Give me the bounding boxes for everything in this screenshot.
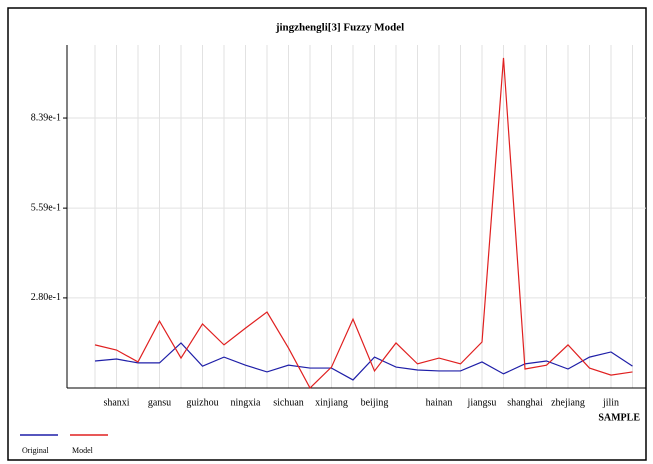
x-tick-label: sichuan: [273, 397, 304, 408]
x-tick-label: shanghai: [507, 397, 543, 408]
series-line: [94, 342, 633, 381]
x-tick-label: xinjiang: [315, 397, 348, 408]
x-tick-label: jiangsu: [467, 397, 497, 408]
chart-title: jingzhengli[3] Fuzzy Model: [275, 22, 404, 34]
y-tick-label: 5.59e-1: [31, 202, 61, 213]
x-tick-label: hainan: [426, 397, 453, 408]
series-line: [94, 57, 633, 389]
y-tick-label: 8.39e-1: [31, 112, 61, 123]
y-tick-label: 2.80e-1: [31, 292, 61, 303]
legend-label: Model: [72, 446, 94, 455]
x-tick-label: beijing: [361, 397, 389, 408]
x-tick-label: jilin: [602, 397, 619, 408]
x-tick-label: gansu: [148, 397, 171, 408]
x-axis-label: SAMPLE: [598, 412, 640, 423]
legend-label: Original: [22, 446, 49, 455]
x-tick-label: shanxi: [103, 397, 129, 408]
x-tick-label: ningxia: [231, 397, 262, 408]
x-tick-label: zhejiang: [551, 397, 585, 408]
chart-frame: [7, 7, 647, 461]
x-tick-label: guizhou: [186, 397, 218, 408]
